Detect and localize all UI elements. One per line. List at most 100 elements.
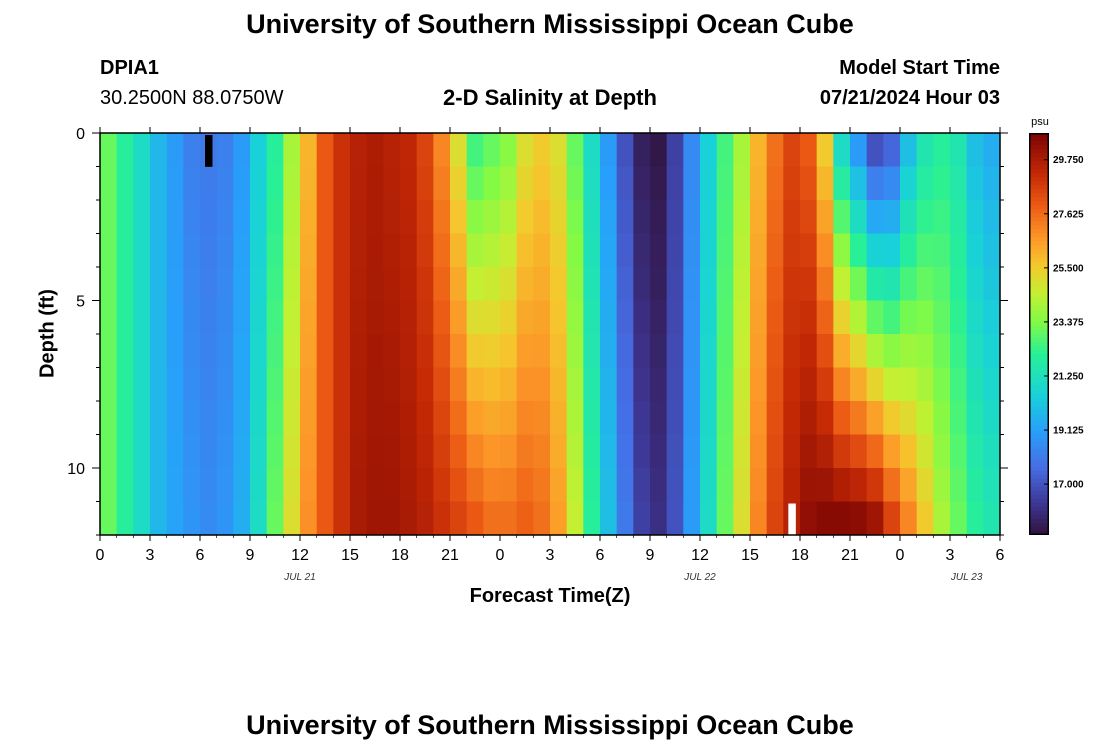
heatmap-cell — [133, 133, 151, 168]
heatmap-cell — [650, 267, 668, 302]
heatmap-cell — [450, 133, 468, 168]
heatmap-cell — [683, 401, 701, 436]
heatmap-cell — [400, 334, 418, 369]
colorbar-tick-label: 27.625 — [1053, 209, 1084, 220]
heatmap-cell — [966, 468, 984, 503]
heatmap-cell — [933, 501, 951, 535]
heatmap-cell — [666, 166, 684, 201]
heatmap-cell — [900, 267, 918, 302]
colorbar-segment — [1029, 157, 1049, 162]
heatmap-cell — [850, 267, 868, 302]
heatmap-cell — [983, 434, 1000, 469]
heatmap-cell — [866, 267, 884, 302]
heatmap-cell — [600, 468, 618, 503]
heatmap-cell — [116, 133, 134, 168]
heatmap-cell — [866, 468, 884, 503]
heatmap-cell — [633, 200, 651, 235]
colorbar-segment — [1029, 177, 1049, 182]
heatmap-cell — [516, 367, 534, 402]
heatmap-cell — [950, 300, 968, 335]
heatmap-cell — [633, 300, 651, 335]
colorbar-segment — [1029, 317, 1049, 323]
heatmap-cell — [766, 166, 784, 201]
heatmap-cell — [300, 267, 318, 302]
heatmap-cell — [783, 267, 801, 302]
heatmap-cell — [233, 267, 251, 302]
heatmap-cell — [566, 200, 584, 235]
heatmap-cell — [283, 468, 301, 503]
heatmap-cell — [850, 401, 868, 436]
heatmap-cell — [633, 401, 651, 436]
heatmap-cell — [883, 267, 901, 302]
heatmap-cell — [483, 166, 501, 201]
heatmap-cell — [950, 166, 968, 201]
heatmap-cell — [750, 334, 768, 369]
heatmap-cell — [533, 200, 551, 235]
x-tick-label: 6 — [996, 547, 1005, 564]
heatmap-cell — [700, 434, 718, 469]
heatmap-cell — [933, 434, 951, 469]
heatmap-cell — [516, 434, 534, 469]
colorbar-segment — [1029, 358, 1049, 363]
heatmap-cell — [600, 434, 618, 469]
heatmap-cell — [966, 166, 984, 201]
chart-axes: 0 3 6 9 12 15 18 21 0 3 6 9 12 15 18 21 0 3 6 JUL 21 JUL 22 J… — [67, 126, 1008, 583]
x-tick-label: 6 — [596, 547, 605, 564]
heatmap-cell — [516, 200, 534, 235]
colorbar-segment — [1029, 289, 1049, 295]
heatmap-cell — [116, 166, 134, 201]
heatmap-cell — [850, 434, 868, 469]
heatmap-cell — [533, 434, 551, 469]
colorbar-segment — [1029, 301, 1049, 307]
colorbar-segment — [1029, 510, 1049, 516]
colorbar-tick-label: 17.000 — [1053, 480, 1084, 491]
heatmap-cell — [766, 200, 784, 235]
heatmap-cell — [333, 401, 351, 436]
heatmap-cell — [916, 367, 934, 402]
heatmap-cell — [333, 267, 351, 302]
colorbar-segment — [1029, 305, 1049, 311]
heatmap-cell — [700, 401, 718, 436]
heatmap-cell — [500, 334, 518, 369]
heatmap-cell — [883, 401, 901, 436]
x-tick-label: 21 — [841, 547, 859, 564]
colorbar-segment — [1029, 285, 1049, 291]
heatmap-cell — [700, 300, 718, 335]
heatmap-cell — [333, 200, 351, 235]
heatmap-cell — [116, 267, 134, 302]
heatmap-cell — [533, 233, 551, 268]
heatmap-cell — [400, 367, 418, 402]
colorbar-segment — [1029, 293, 1049, 299]
x-tick-label: 9 — [646, 547, 655, 564]
heatmap-cell — [666, 468, 684, 503]
heatmap-cell — [200, 166, 218, 201]
heatmap-cell — [166, 501, 184, 535]
heatmap-cell — [216, 367, 234, 402]
heatmap-cell — [933, 267, 951, 302]
heatmap-cell — [983, 166, 1000, 201]
heatmap-cell — [216, 468, 234, 503]
heatmap-cell — [733, 434, 751, 469]
heatmap-cell — [283, 334, 301, 369]
heatmap-cell — [566, 300, 584, 335]
heatmap-cell — [583, 200, 601, 235]
x-tick-label: 21 — [441, 547, 459, 564]
heatmap-cell — [733, 367, 751, 402]
heatmap-cell — [900, 166, 918, 201]
heatmap-cell — [683, 367, 701, 402]
heatmap-cell — [783, 133, 801, 168]
heatmap-cell — [400, 501, 418, 535]
colorbar-segment — [1029, 297, 1049, 303]
heatmap-cell — [616, 401, 634, 436]
heatmap-cell — [133, 233, 151, 268]
heatmap-cell — [483, 334, 501, 369]
heatmap-cell — [450, 434, 468, 469]
heatmap-cell — [550, 468, 568, 503]
heatmap-cell — [533, 133, 551, 168]
heatmap-cell — [650, 501, 668, 535]
heatmap-cell — [800, 267, 818, 302]
heatmap-cell — [650, 367, 668, 402]
heatmap-cell — [400, 233, 418, 268]
heatmap-cell — [616, 166, 634, 201]
colorbar-segment — [1029, 245, 1049, 251]
